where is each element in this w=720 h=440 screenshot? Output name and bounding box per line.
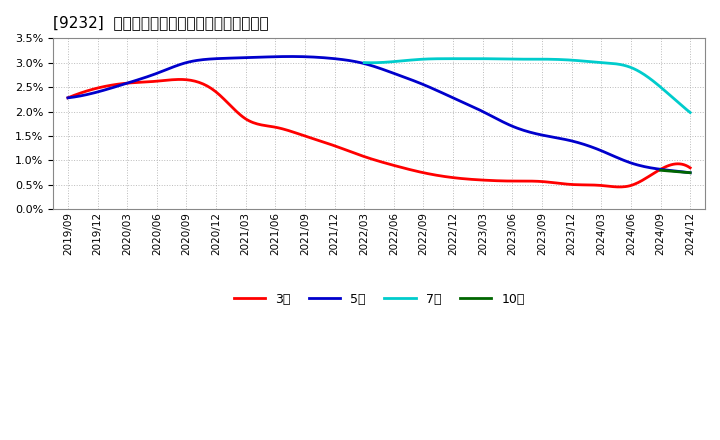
- Text: [9232]  当期純利益マージンの標準偏差の推移: [9232] 当期純利益マージンの標準偏差の推移: [53, 15, 269, 30]
- Line: 10年: 10年: [660, 170, 690, 173]
- 5年: [66, 95, 74, 100]
- Line: 5年: 5年: [68, 56, 690, 173]
- 10年: [656, 168, 665, 173]
- 3年: [615, 184, 624, 190]
- 5年: [590, 145, 599, 150]
- 7年: [686, 110, 695, 115]
- 7年: [555, 57, 564, 62]
- 7年: [636, 70, 644, 75]
- 7年: [554, 57, 562, 62]
- 7年: [361, 60, 369, 65]
- 3年: [631, 181, 640, 186]
- 7年: [657, 84, 665, 90]
- Legend: 3年, 5年, 7年, 10年: 3年, 5年, 7年, 10年: [228, 288, 529, 311]
- 3年: [446, 175, 455, 180]
- 7年: [468, 56, 477, 61]
- 5年: [287, 54, 295, 59]
- 3年: [66, 94, 74, 99]
- 5年: [436, 89, 445, 95]
- 5年: [434, 88, 443, 94]
- Line: 3年: 3年: [68, 80, 690, 187]
- 5年: [686, 170, 695, 176]
- 3年: [434, 173, 443, 178]
- 3年: [63, 95, 72, 100]
- 5年: [63, 95, 72, 100]
- 5年: [446, 94, 455, 99]
- 3年: [590, 183, 599, 188]
- 7年: [560, 57, 569, 62]
- 3年: [686, 165, 695, 170]
- 10年: [686, 170, 695, 176]
- 7年: [360, 60, 369, 65]
- 5年: [630, 161, 639, 167]
- 3年: [436, 173, 445, 179]
- 3年: [176, 77, 184, 82]
- Line: 7年: 7年: [364, 59, 690, 113]
